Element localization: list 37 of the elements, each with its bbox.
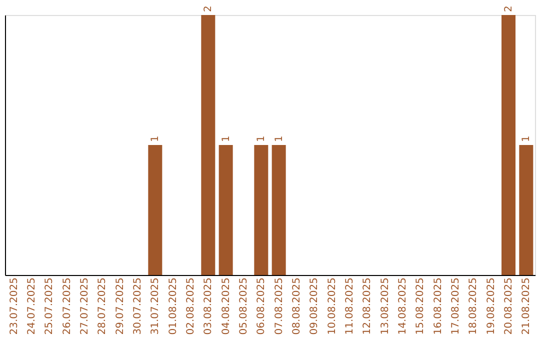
data-label: 1 [256,136,268,142]
x-tick-label: 13.08.2025 [380,278,391,335]
x-tick-label: 16.08.2025 [432,278,444,335]
x-tick-label: 12.08.2025 [362,278,374,335]
data-label: 1 [150,136,162,142]
data-label: 2 [203,6,214,12]
x-tick-label: 29.07.2025 [114,278,126,335]
data-label: 1 [220,136,232,142]
x-tick-label: 10.08.2025 [326,278,338,335]
x-tick-label: 30.07.2025 [132,278,144,335]
x-tick-label: 05.08.2025 [238,278,250,335]
x-tick-label: 03.08.2025 [203,278,214,335]
x-tick-label: 08.08.2025 [292,278,302,335]
x-tick-label: 04.08.2025 [220,278,232,335]
x-tick-label: 21.08.2025 [521,278,532,335]
x-tick-label: 09.08.2025 [309,278,320,335]
x-tick-label: 11.08.2025 [344,278,356,335]
x-tick-label: 17.08.2025 [450,278,462,335]
x-tick-label: 19.08.2025 [486,278,497,335]
x-tick-label: 14.08.2025 [398,278,408,335]
x-tick-label: 26.07.2025 [62,278,73,335]
x-tick-label: 25.07.2025 [44,278,56,335]
x-tick-label: 28.07.2025 [97,278,108,335]
x-tick-label: 20.08.2025 [504,278,514,335]
x-tick-label: 15.08.2025 [415,278,426,335]
x-tick-label: 27.07.2025 [80,278,90,335]
x-tick-label: 31.07.2025 [150,278,162,335]
x-tick-label: 07.08.2025 [274,278,285,335]
x-tick-label: 01.08.2025 [168,278,179,335]
data-label: 1 [521,136,532,142]
x-tick-label: 02.08.2025 [186,278,196,335]
data-label: 2 [504,6,514,12]
data-label: 1 [274,136,285,142]
x-tick-label: 24.07.2025 [26,278,38,335]
x-tick-label: 06.08.2025 [256,278,268,335]
x-tick-label: 18.08.2025 [468,278,480,335]
x-tick-label: 23.07.2025 [8,278,20,335]
